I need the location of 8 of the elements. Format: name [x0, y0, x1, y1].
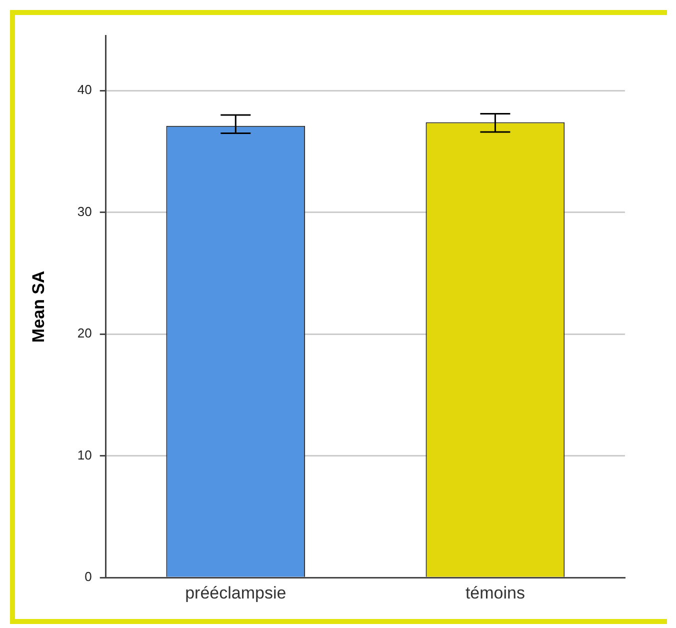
y-axis-title: Mean SA — [28, 270, 48, 343]
x-tick-label: prééclampsie — [185, 583, 286, 602]
y-tick-label: 30 — [77, 204, 92, 219]
y-tick-label: 20 — [77, 326, 92, 341]
x-tick-label: témoins — [465, 583, 525, 602]
y-tick-label: 10 — [77, 447, 92, 462]
y-tick-label: 40 — [77, 82, 92, 98]
y-tick-label: 0 — [84, 569, 92, 584]
